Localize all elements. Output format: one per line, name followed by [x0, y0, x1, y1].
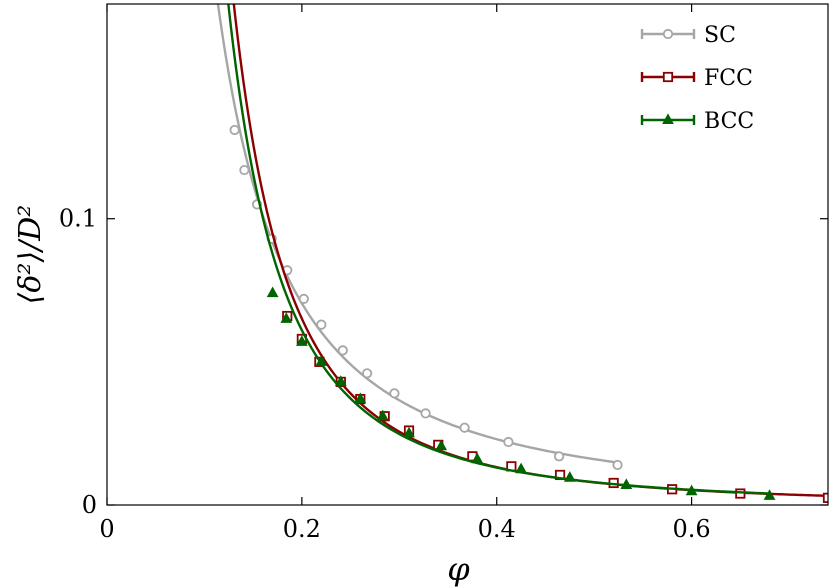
- data-point-bcc: [403, 426, 415, 438]
- data-point-sc: [239, 164, 250, 176]
- y-tick-label: 0: [82, 491, 97, 519]
- legend-item-fcc: FCC: [640, 66, 753, 91]
- x-tick-label: 0.4: [478, 515, 516, 543]
- x-tick-label: 0.6: [673, 515, 711, 543]
- data-point-sc: [503, 436, 514, 448]
- data-point-fcc: [822, 492, 828, 503]
- legend-marker: [662, 28, 674, 40]
- data-point-bcc: [280, 312, 293, 323]
- legend-label: BCC: [704, 109, 754, 134]
- data-point-bcc: [295, 335, 308, 346]
- legend-item-bcc: BCC: [640, 109, 754, 134]
- data-point-sc: [612, 459, 623, 471]
- data-point-bcc: [620, 478, 633, 489]
- data-point-bcc: [471, 452, 484, 464]
- series-line-bcc: [227, 4, 770, 495]
- plot-frame: [106, 3, 829, 506]
- data-point-bcc: [515, 462, 527, 474]
- series-line-sc: [216, 4, 618, 464]
- data-point-sc: [362, 368, 373, 379]
- y-axis-label: ⟨δ²⟩/D²: [13, 205, 48, 305]
- series-bcc: [227, 4, 776, 500]
- legend-label: SC: [704, 23, 736, 48]
- legend-label: FCC: [704, 66, 753, 91]
- y-tick-label: 0.1: [59, 205, 97, 233]
- data-point-bcc: [376, 409, 389, 421]
- data-point-sc: [553, 451, 565, 462]
- data-point-sc: [316, 319, 327, 330]
- legend-marker: [662, 113, 674, 124]
- data-point-bcc: [685, 484, 698, 496]
- series-sc: [216, 4, 623, 471]
- data-point-bcc: [266, 286, 279, 298]
- legend-marker: [662, 71, 674, 83]
- legend: SC FCC BCC: [640, 23, 754, 134]
- data-point-bcc: [315, 355, 328, 366]
- x-axis-label: φ: [447, 550, 470, 587]
- x-tick-label: 0.2: [283, 515, 321, 543]
- data-point-bcc: [334, 375, 347, 386]
- data-point-sc: [459, 422, 470, 433]
- data-point-sc: [298, 293, 309, 304]
- x-tick-label: 0: [99, 515, 114, 543]
- legend-item-sc: SC: [640, 23, 736, 48]
- data-point-bcc: [354, 392, 367, 404]
- data-point-bcc: [563, 471, 576, 482]
- data-point-sc: [420, 408, 431, 419]
- data-point-bcc: [435, 439, 448, 451]
- data-point-sc: [229, 124, 240, 136]
- data-point-sc: [337, 345, 348, 356]
- data-point-sc: [389, 388, 400, 399]
- data-point-bcc: [763, 489, 776, 500]
